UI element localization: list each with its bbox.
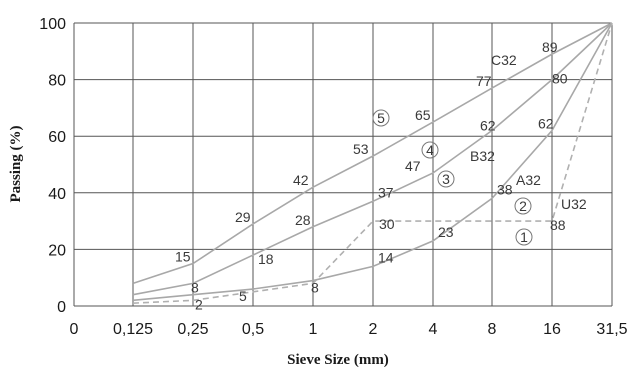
y-tick-20: 20: [48, 242, 66, 259]
y-tick-60: 60: [48, 129, 66, 146]
data-label-c32-15: 15: [175, 249, 191, 265]
series-line-a32: [132, 22, 613, 302]
y-tick-labels: 0 20 40 60 80 100: [39, 16, 66, 316]
grid: [73, 22, 613, 307]
data-label-c32-53: 53: [353, 141, 369, 157]
circle-marker-4: 4: [426, 142, 434, 158]
data-label-c32-29: 29: [235, 209, 251, 225]
x-tick-4: 4: [429, 321, 438, 338]
data-label-a32-14: 14: [378, 249, 394, 265]
data-label-a32-62: 62: [538, 116, 554, 132]
x-tick-8: 8: [488, 321, 497, 338]
series-line-u32: [132, 22, 613, 304]
data-label-b32-28: 28: [295, 212, 311, 228]
data-label-c32-42: 42: [293, 172, 309, 188]
circle-marker-3: 3: [442, 171, 450, 187]
data-label-u32-88: 88: [550, 217, 566, 233]
data-label-c32-65: 65: [415, 107, 431, 123]
series-line-c32: [132, 22, 613, 285]
data-label-u32-5: 5: [239, 288, 247, 304]
data-label-u32-2: 2: [195, 296, 203, 312]
data-labels: 1529425365778981828374762801423386225830…: [175, 39, 587, 312]
data-label-c32-77: 77: [476, 73, 492, 89]
x-tick-0-5: 0,5: [242, 321, 264, 338]
data-label-u32-8: 8: [311, 279, 319, 295]
y-tick-100: 100: [39, 16, 66, 33]
data-label-c32-89: 89: [542, 39, 558, 55]
series-line-b32: [132, 22, 613, 296]
y-tick-40: 40: [48, 186, 66, 203]
curve-name-u32: U32: [561, 196, 587, 212]
x-tick-0-125: 0,125: [113, 321, 153, 338]
x-tick-labels: 0 0,125 0,25 0,5 1 2 4 8 16 31,5: [70, 321, 627, 338]
y-tick-80: 80: [48, 73, 66, 90]
circle-marker-5: 5: [377, 110, 385, 126]
series-lines: [132, 22, 613, 304]
data-label-b32-62: 62: [480, 118, 496, 134]
circle-marker-ring-1: [515, 228, 533, 246]
x-tick-31-5: 31,5: [596, 321, 627, 338]
data-label-b32-80: 80: [552, 71, 568, 87]
data-label-b32-8: 8: [191, 279, 199, 295]
data-label-u32-30: 30: [379, 216, 395, 232]
circle-marker-ring-2: [514, 197, 532, 215]
data-label-b32-37: 37: [378, 184, 394, 200]
circle-marker-ring-5: [372, 109, 390, 127]
curve-name-a32: A32: [516, 172, 541, 188]
data-label-b32-18: 18: [258, 251, 274, 267]
circle-marker-1: 1: [520, 229, 528, 245]
circle-marker-ring-4: [421, 141, 439, 159]
x-tick-0-25: 0,25: [177, 321, 208, 338]
data-label-b32-47: 47: [405, 158, 421, 174]
y-axis-title: Passing (%): [8, 125, 24, 202]
curve-name-b32: B32: [470, 148, 495, 164]
x-tick-16: 16: [543, 321, 561, 338]
circle-marker-2: 2: [519, 198, 527, 214]
curve-name-c32: C32: [491, 52, 517, 68]
y-tick-0: 0: [57, 299, 66, 316]
data-label-a32-38: 38: [497, 181, 513, 197]
x-tick-1: 1: [309, 321, 318, 338]
x-tick-2: 2: [369, 321, 378, 338]
x-tick-0: 0: [70, 321, 79, 338]
circle-marker-ring-3: [437, 170, 455, 188]
data-label-a32-23: 23: [438, 224, 454, 240]
x-axis-title: Sieve Size (mm): [287, 352, 389, 368]
